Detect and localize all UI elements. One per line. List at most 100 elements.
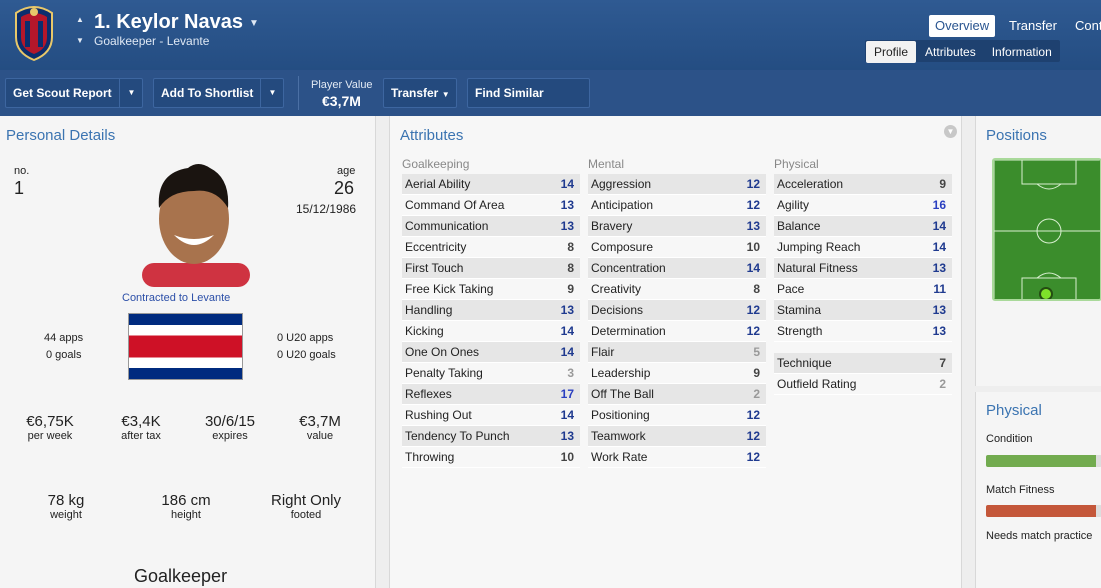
foot-stat: Right Only footed [261, 492, 351, 521]
mental-header: Mental [588, 157, 625, 171]
attribute-value: 12 [746, 450, 760, 464]
height-value: 186 cm [161, 492, 211, 509]
attribute-value: 12 [746, 324, 760, 338]
attributes-title: Attributes [400, 127, 464, 144]
prev-player-icon[interactable]: ▲ [76, 15, 84, 24]
positions-title: Positions [986, 127, 1047, 144]
position-pitch [992, 158, 1101, 301]
attribute-value: 13 [932, 261, 946, 275]
attribute-value: 12 [746, 429, 760, 443]
next-player-icon[interactable]: ▼ [76, 36, 84, 45]
attribute-value: 3 [567, 366, 574, 380]
attribute-name: Bravery [591, 219, 633, 233]
attribute-value: 16 [932, 198, 946, 212]
attribute-value: 9 [753, 366, 760, 380]
attribute-row: Kicking 14 [402, 321, 580, 342]
attribute-value: 8 [753, 282, 760, 296]
date-of-birth: 15/12/1986 [296, 202, 357, 216]
tab-contract[interactable]: Cont [1075, 18, 1101, 33]
attribute-value: 12 [746, 408, 760, 422]
attribute-name: Kicking [405, 324, 444, 338]
attribute-name: Acceleration [777, 177, 844, 191]
shortlist-chevron-down-icon[interactable]: ▼ [260, 79, 284, 107]
attribute-name: One On Ones [405, 345, 480, 359]
toolbar-divider [298, 76, 299, 110]
collapse-chevron-down-icon[interactable]: ▼ [944, 125, 957, 138]
attribute-value: 9 [567, 282, 574, 296]
attribute-row: Concentration 14 [588, 258, 766, 279]
attribute-value: 11 [933, 282, 946, 296]
attribute-value: 13 [932, 324, 946, 338]
attribute-row: Eccentricity 8 [402, 237, 580, 258]
attribute-value: 14 [560, 345, 574, 359]
attribute-name: Flair [591, 345, 615, 359]
subtab-attributes[interactable]: Attributes [925, 45, 976, 59]
attribute-name: Rushing Out [405, 408, 472, 422]
attribute-name: Stamina [777, 303, 822, 317]
personal-details-panel: Personal Details no. 1 age 26 15/12/1986… [0, 116, 376, 588]
subtab-profile[interactable]: Profile [866, 41, 917, 63]
weight-value: 78 kg [47, 492, 85, 509]
contract-status: Contracted to Levante [122, 292, 231, 304]
scout-report-button[interactable]: Get Scout Report ▼ [5, 78, 143, 108]
attribute-name: Aggression [591, 177, 652, 191]
shirt-number: 1 [14, 178, 25, 198]
attribute-name: Composure [591, 240, 654, 254]
after-tax-label: after tax [121, 430, 161, 442]
attribute-name: Eccentricity [405, 240, 467, 254]
after-tax-value: €3,4K [121, 413, 161, 430]
attribute-row: Composure 10 [588, 237, 766, 258]
attribute-name: Throwing [405, 450, 455, 464]
subtab-bar: Profile Attributes Information [865, 40, 1060, 63]
height-stat: 186 cm height [141, 492, 231, 521]
positions-panel: Positions [975, 116, 1101, 386]
goals-count: 0 goals [46, 349, 82, 361]
attribute-value: 10 [560, 450, 574, 464]
condition-label: Condition [986, 433, 1033, 445]
attribute-name: Command Of Area [405, 198, 505, 212]
attribute-row: Positioning 12 [588, 405, 766, 426]
attribute-row: Aerial Ability 14 [402, 174, 580, 195]
scout-report-label: Get Scout Report [13, 86, 112, 100]
attribute-name: Reflexes [405, 387, 452, 401]
attribute-row: Acceleration 9 [774, 174, 952, 195]
player-menu-chevron-down-icon[interactable]: ▼ [249, 18, 259, 29]
mental-attributes: Aggression 12 Anticipation 12 Bravery 13 Compo… [588, 174, 766, 468]
fitness-note: Needs match practice [986, 530, 1093, 542]
attribute-name: Free Kick Taking [405, 282, 494, 296]
wage-label: per week [27, 430, 73, 442]
weight-label: weight [50, 509, 82, 521]
attribute-value: 12 [746, 177, 760, 191]
add-shortlist-button[interactable]: Add To Shortlist ▼ [153, 78, 284, 108]
tab-overview[interactable]: Overview [929, 15, 996, 37]
attribute-value: 14 [560, 408, 574, 422]
attributes-panel: Attributes ▼ Goalkeeping Mental Physical… [389, 116, 962, 588]
attribute-name: First Touch [405, 261, 464, 275]
match-fitness-label: Match Fitness [986, 484, 1055, 496]
attribute-row: Bravery 13 [588, 216, 766, 237]
extra-attributes: Technique 7 Outfield Rating 2 [774, 353, 952, 395]
attribute-name: Leadership [591, 366, 651, 380]
attribute-value: 14 [560, 177, 574, 191]
apps-count: 44 apps [44, 332, 84, 344]
attribute-value: 13 [560, 198, 574, 212]
attribute-name: Aerial Ability [405, 177, 471, 191]
attribute-name: Jumping Reach [777, 240, 861, 254]
attribute-row: Penalty Taking 3 [402, 363, 580, 384]
attribute-name: Work Rate [591, 450, 648, 464]
attribute-name: Positioning [591, 408, 650, 422]
height-label: height [171, 509, 201, 521]
transfer-button[interactable]: Transfer ▼ [383, 78, 457, 108]
subtab-information[interactable]: Information [991, 45, 1052, 59]
player-position-club: Goalkeeper - Levante [94, 34, 210, 48]
attribute-name: Penalty Taking [405, 366, 483, 380]
tab-transfer[interactable]: Transfer [1009, 18, 1057, 33]
attribute-value: 10 [746, 240, 760, 254]
attribute-row: Teamwork 12 [588, 426, 766, 447]
attribute-value: 8 [567, 240, 574, 254]
scout-chevron-down-icon[interactable]: ▼ [119, 79, 143, 107]
attribute-value: 13 [560, 303, 574, 317]
find-similar-button[interactable]: Find Similar Players [467, 78, 590, 128]
u20-apps-count: 0 U20 apps [277, 332, 334, 344]
player-value-label: Player Value [311, 79, 373, 91]
